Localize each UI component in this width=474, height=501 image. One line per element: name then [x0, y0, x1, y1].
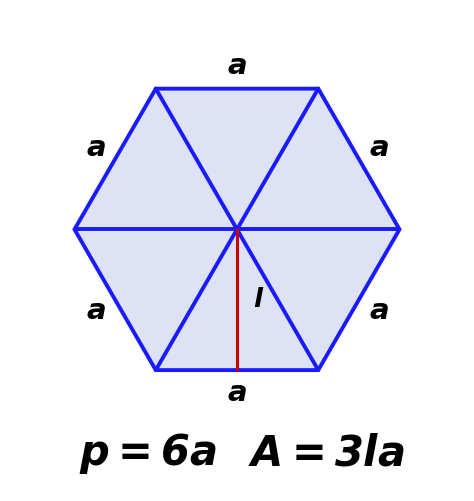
Text: $\bfit{a}$: $\bfit{a}$: [227, 379, 247, 407]
Polygon shape: [74, 89, 400, 370]
Text: $\bfit{A = 3la}$: $\bfit{A = 3la}$: [248, 432, 405, 474]
Text: $\bfit{a}$: $\bfit{a}$: [85, 134, 105, 162]
Text: $\bfit{a}$: $\bfit{a}$: [369, 134, 389, 162]
Text: $\bfit{a}$: $\bfit{a}$: [369, 297, 389, 325]
Text: $\bfit{a}$: $\bfit{a}$: [227, 52, 247, 80]
Text: $\bfit{p = 6a}$: $\bfit{p = 6a}$: [79, 431, 217, 476]
Text: $\bfit{a}$: $\bfit{a}$: [85, 297, 105, 325]
Text: $\bfit{l}$: $\bfit{l}$: [253, 287, 264, 313]
